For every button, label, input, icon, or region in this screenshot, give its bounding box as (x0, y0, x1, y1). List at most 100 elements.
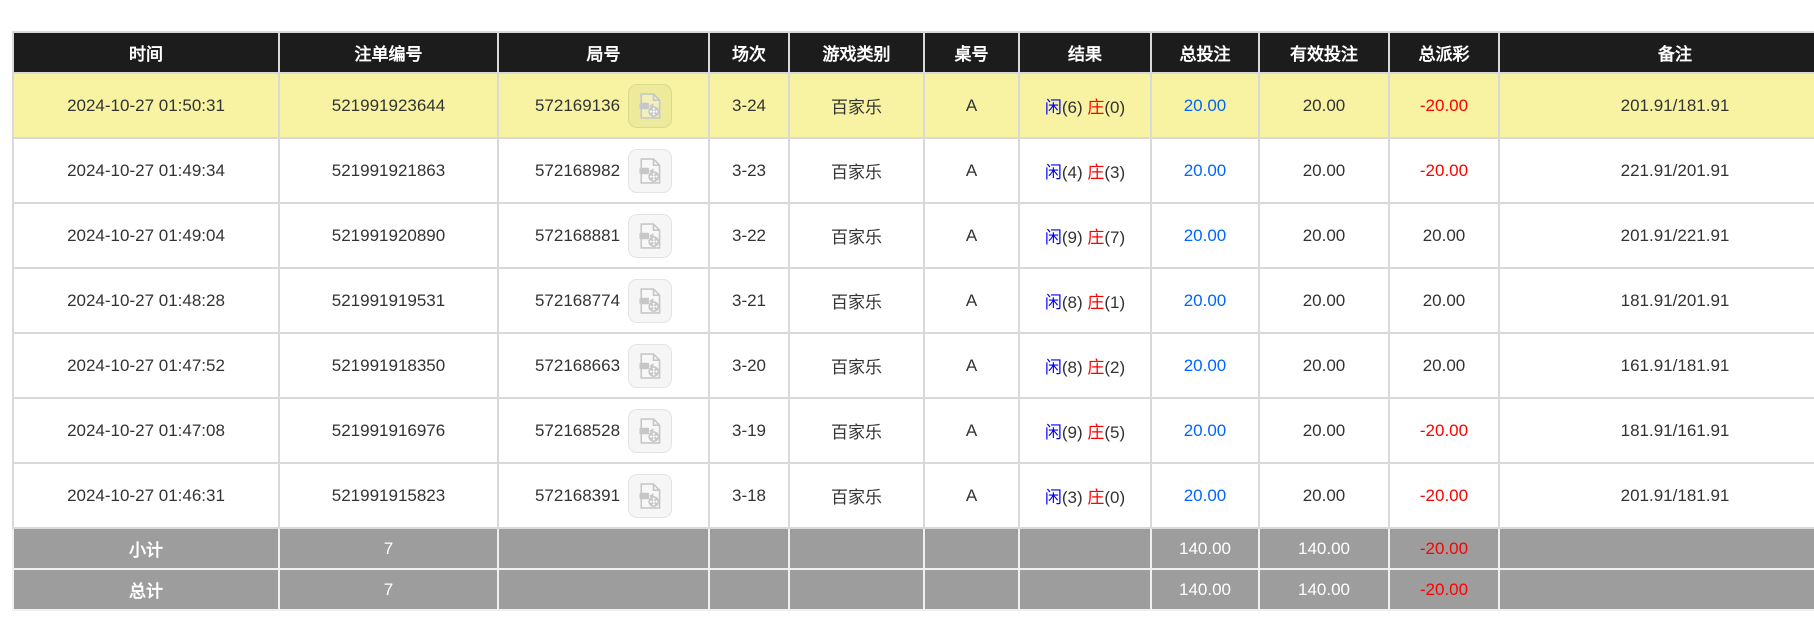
cell-remark: 181.91/201.91 (1498, 267, 1814, 334)
round-number: 572169136 (534, 95, 621, 115)
result-player-score: (4) (1061, 163, 1083, 182)
column-header-result: 结果 (1018, 31, 1152, 74)
summary-count: 7 (278, 568, 499, 611)
summary-payout: -20.00 (1388, 568, 1500, 611)
cell-payout: -20.00 (1388, 137, 1500, 204)
cell-remark: 201.91/181.91 (1498, 72, 1814, 139)
cell-remark: 181.91/161.91 (1498, 397, 1814, 464)
cell-result: 闲(6) 庄(0) (1018, 72, 1152, 139)
table-row: 2024-10-27 01:49:34 521991921863 5721689… (12, 137, 1814, 204)
summary-valid-bet: 140.00 (1258, 568, 1390, 611)
result-player-label: 闲 (1044, 228, 1062, 247)
cell-valid-bet: 20.00 (1258, 202, 1390, 269)
cell-game-type: 百家乐 (788, 202, 925, 269)
summary-payout: -20.00 (1388, 527, 1500, 570)
result-banker-label: 庄 (1087, 358, 1105, 377)
column-header-table-no: 桌号 (923, 31, 1020, 74)
cell-table-no: A (923, 462, 1020, 529)
summary-empty-table (923, 568, 1020, 611)
column-header-total-bet: 总投注 (1150, 31, 1260, 74)
cell-game-type: 百家乐 (788, 137, 925, 204)
summary-empty-game (788, 568, 925, 611)
result-player-score: (3) (1061, 488, 1083, 507)
result-banker-label: 庄 (1087, 423, 1105, 442)
cell-bet-id: 521991919531 (278, 267, 499, 334)
summary-empty-remark (1498, 568, 1814, 611)
cell-total-bet[interactable]: 20.00 (1150, 202, 1260, 269)
cell-total-bet[interactable]: 20.00 (1150, 332, 1260, 399)
column-header-payout: 总派彩 (1388, 31, 1500, 74)
cell-table-no: A (923, 332, 1020, 399)
result-banker-score: (2) (1104, 358, 1126, 377)
video-replay-button[interactable] (628, 473, 673, 518)
result-banker-score: (7) (1104, 228, 1126, 247)
cell-session: 3-23 (708, 137, 790, 204)
cell-time: 2024-10-27 01:50:31 (12, 72, 280, 139)
video-file-icon (639, 417, 661, 444)
cell-remark: 201.91/221.91 (1498, 202, 1814, 269)
round-number: 572168881 (534, 225, 621, 245)
bet-history-table-container: 时间 注单编号 局号 场次 游戏类别 桌号 结果 总投注 有效投注 总派彩 备注… (12, 31, 1814, 611)
cell-round-no: 572168982 (497, 137, 710, 204)
summary-valid-bet: 140.00 (1258, 527, 1390, 570)
result-player-score: (8) (1061, 293, 1083, 312)
cell-valid-bet: 20.00 (1258, 397, 1390, 464)
video-replay-button[interactable] (628, 83, 673, 128)
cell-table-no: A (923, 397, 1020, 464)
column-header-remark: 备注 (1498, 31, 1814, 74)
video-replay-button[interactable] (628, 408, 673, 453)
cell-time: 2024-10-27 01:47:52 (12, 332, 280, 399)
cell-result: 闲(9) 庄(7) (1018, 202, 1152, 269)
summary-row: 小计 7 140.00 140.00 -20.00 (12, 527, 1814, 570)
cell-bet-id: 521991918350 (278, 332, 499, 399)
result-banker-label: 庄 (1087, 488, 1105, 507)
cell-game-type: 百家乐 (788, 332, 925, 399)
cell-round-no: 572168391 (497, 462, 710, 529)
summary-row: 总计 7 140.00 140.00 -20.00 (12, 568, 1814, 611)
header-row: 时间 注单编号 局号 场次 游戏类别 桌号 结果 总投注 有效投注 总派彩 备注 (12, 31, 1814, 74)
round-number: 572168663 (534, 355, 621, 375)
round-number: 572168982 (534, 160, 621, 180)
cell-total-bet[interactable]: 20.00 (1150, 267, 1260, 334)
cell-round-no: 572168663 (497, 332, 710, 399)
cell-payout: 20.00 (1388, 202, 1500, 269)
cell-session: 3-19 (708, 397, 790, 464)
video-file-icon (639, 482, 661, 509)
cell-table-no: A (923, 202, 1020, 269)
cell-bet-id: 521991923644 (278, 72, 499, 139)
result-banker-label: 庄 (1087, 293, 1105, 312)
cell-round-no: 572168528 (497, 397, 710, 464)
column-header-valid-bet: 有效投注 (1258, 31, 1390, 74)
cell-game-type: 百家乐 (788, 267, 925, 334)
cell-valid-bet: 20.00 (1258, 137, 1390, 204)
cell-remark: 201.91/181.91 (1498, 462, 1814, 529)
summary-empty-round (497, 527, 710, 570)
cell-payout: -20.00 (1388, 72, 1500, 139)
result-banker-score: (0) (1104, 488, 1126, 507)
cell-time: 2024-10-27 01:46:31 (12, 462, 280, 529)
cell-total-bet[interactable]: 20.00 (1150, 397, 1260, 464)
video-replay-button[interactable] (628, 213, 673, 258)
result-player-score: (8) (1061, 358, 1083, 377)
video-replay-button[interactable] (628, 278, 673, 323)
video-replay-button[interactable] (628, 343, 673, 388)
cell-total-bet[interactable]: 20.00 (1150, 72, 1260, 139)
cell-valid-bet: 20.00 (1258, 72, 1390, 139)
summary-empty-table (923, 527, 1020, 570)
cell-game-type: 百家乐 (788, 397, 925, 464)
cell-total-bet[interactable]: 20.00 (1150, 462, 1260, 529)
video-replay-button[interactable] (628, 148, 673, 193)
summary-label: 总计 (12, 568, 280, 611)
video-file-icon (639, 287, 661, 314)
cell-bet-id: 521991916976 (278, 397, 499, 464)
cell-total-bet[interactable]: 20.00 (1150, 137, 1260, 204)
cell-remark: 221.91/201.91 (1498, 137, 1814, 204)
table-header: 时间 注单编号 局号 场次 游戏类别 桌号 结果 总投注 有效投注 总派彩 备注 (12, 31, 1814, 74)
summary-total-bet: 140.00 (1150, 568, 1260, 611)
column-header-session: 场次 (708, 31, 790, 74)
cell-time: 2024-10-27 01:48:28 (12, 267, 280, 334)
round-number: 572168774 (534, 290, 621, 310)
bet-history-table: 时间 注单编号 局号 场次 游戏类别 桌号 结果 总投注 有效投注 总派彩 备注… (12, 31, 1814, 611)
round-number: 572168391 (534, 485, 621, 505)
video-file-icon (639, 157, 661, 184)
